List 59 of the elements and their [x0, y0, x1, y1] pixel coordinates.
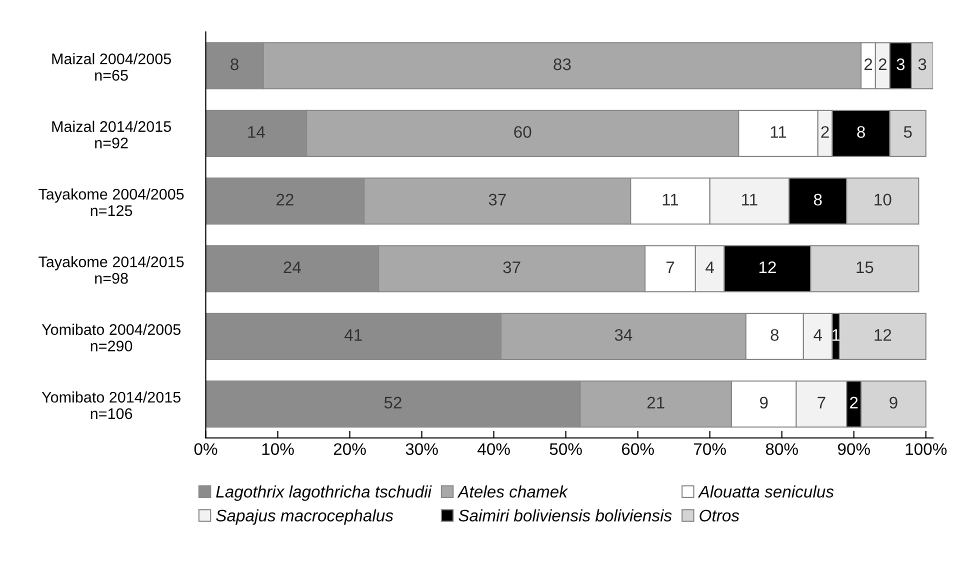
data-label: 52	[384, 396, 402, 409]
y-tick-label: Yomibato 2014/2015 n=106	[42, 391, 180, 420]
data-label: 8	[814, 194, 822, 206]
x-tick-label: 0%	[194, 443, 218, 456]
y-tick-label: Maizal 2014/2015 n=92	[52, 120, 171, 148]
data-label: 14	[248, 126, 265, 138]
data-label: 4	[706, 262, 714, 274]
legend-label: Ateles chamek	[457, 485, 568, 498]
legend-label: Alouatta seniculus	[698, 485, 834, 498]
data-label: 2	[864, 58, 872, 70]
data-label: 83	[554, 58, 571, 70]
x-tick-label: 100%	[906, 443, 947, 456]
legend-label: Sapajus macrocephalus	[216, 509, 394, 525]
data-label: 12	[874, 329, 892, 341]
data-label: 4	[814, 329, 822, 341]
data-label: 15	[856, 262, 874, 274]
data-label: 7	[666, 262, 674, 274]
data-label: 10	[874, 194, 892, 206]
data-label: 8	[770, 329, 779, 341]
data-label: 60	[514, 126, 532, 138]
data-label: 21	[647, 396, 664, 408]
data-label: 9	[760, 396, 768, 409]
legend-label: Saimiri boliviensis boliviensis	[458, 509, 672, 522]
y-tick-label: Tayakome 2004/2005 n=125	[38, 188, 184, 216]
x-tick-label: 80%	[766, 443, 798, 456]
y-tick-label: Tayakome 2014/2015 n=98	[38, 256, 184, 284]
data-label: 11	[770, 126, 786, 138]
x-tick-label: 60%	[622, 443, 654, 456]
data-label: 2	[821, 126, 829, 138]
data-label: 3	[918, 58, 926, 70]
data-label: 2	[850, 396, 858, 408]
data-label: 22	[276, 194, 294, 206]
x-tick-label: 90%	[838, 443, 870, 456]
x-tick-label: 40%	[478, 443, 510, 456]
x-tick-label: 30%	[406, 443, 438, 456]
data-label: 7	[818, 396, 826, 408]
data-label: 11	[662, 194, 678, 206]
data-label: 24	[284, 261, 301, 274]
data-label: 5	[904, 126, 912, 138]
data-label: 11	[742, 194, 758, 206]
x-tick-label: 70%	[694, 443, 726, 456]
data-label: 12	[759, 261, 776, 274]
x-tick-label: 50%	[550, 443, 582, 456]
legend-label: Otros	[700, 510, 740, 522]
x-tick-label: 20%	[334, 443, 366, 456]
y-tick-label: Maizal 2004/2005 n=65	[52, 53, 171, 81]
data-label: 41	[344, 329, 362, 341]
data-label: 8	[230, 58, 238, 70]
data-label: 3	[896, 58, 905, 70]
data-label: 37	[503, 261, 520, 274]
y-tick-label: Yomibato 2004/2005 n=290	[42, 324, 180, 352]
data-label: 37	[488, 194, 506, 206]
data-label: 8	[857, 126, 865, 138]
data-label: 2	[878, 58, 886, 70]
data-label: 34	[614, 329, 632, 341]
legend-label: Lagothrix lagothricha tschudii	[216, 485, 432, 501]
x-tick-label: 10%	[262, 443, 294, 456]
data-label: 1	[832, 329, 840, 341]
data-label: 9	[890, 396, 898, 409]
